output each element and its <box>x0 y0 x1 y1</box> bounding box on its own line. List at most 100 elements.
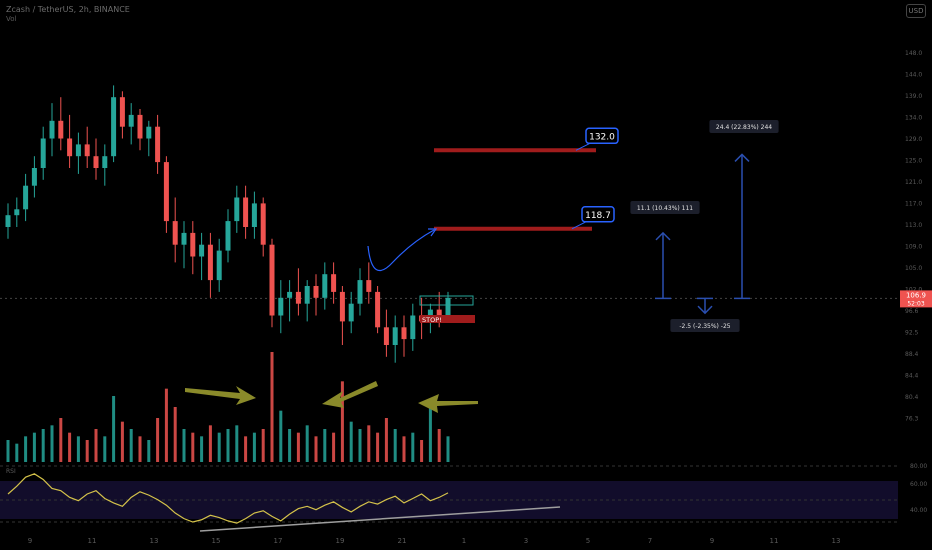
volume-bar <box>103 436 107 462</box>
volume-note-arrow <box>185 386 256 405</box>
candle-body <box>190 232 196 257</box>
time-axis-label: 11 <box>770 537 779 545</box>
price-axis-label: 76.3 <box>905 416 919 423</box>
candle-body <box>23 185 29 210</box>
candle-body <box>40 138 46 168</box>
candle-body <box>216 250 222 281</box>
candle-body <box>119 97 125 127</box>
candle-body <box>269 244 275 316</box>
measure-label: 24.4 (22.83%) 244 <box>716 124 772 131</box>
candle-body <box>392 327 398 345</box>
volume-indicator-label: Vol <box>6 15 17 23</box>
time-axis-label: 11 <box>88 537 97 545</box>
currency-button[interactable]: USD <box>906 4 926 18</box>
candle-body <box>251 203 257 227</box>
candle-body <box>278 297 284 316</box>
price-axis-label: 88.4 <box>905 351 919 358</box>
candle-body <box>243 197 249 227</box>
volume-bar <box>208 425 212 462</box>
price-axis-label: 125.0 <box>905 158 922 165</box>
projection-curve <box>367 229 435 272</box>
volume-bar <box>358 429 362 462</box>
candle-body <box>436 309 442 316</box>
volume-bar <box>349 421 353 462</box>
volume-bar <box>393 429 397 462</box>
volume-bar <box>120 421 124 462</box>
price-axis-label: 121.0 <box>905 179 922 186</box>
measure-label-box <box>670 319 740 332</box>
volume-bar <box>129 429 133 462</box>
candle-body <box>84 144 90 157</box>
rsi-trendline <box>199 506 561 532</box>
price-axis-label: 117.0 <box>905 201 922 208</box>
candle-body <box>375 291 381 328</box>
candle-body <box>383 327 389 345</box>
time-axis-label: 21 <box>398 537 407 545</box>
measure-label: 11.1 (10.43%) 111 <box>637 205 693 212</box>
candle-body <box>75 144 81 157</box>
stop-label: STOP! <box>422 316 442 324</box>
candle-body <box>172 221 178 245</box>
candle-body <box>234 197 240 222</box>
candle-body <box>163 162 169 222</box>
time-axis-label: 9 <box>28 537 32 545</box>
target-callout-box <box>581 206 615 223</box>
volume-bar <box>252 432 256 462</box>
volume-bar <box>32 432 36 462</box>
candle-body <box>287 291 293 298</box>
rsi-axis-label: 80.00 <box>910 463 927 470</box>
target-callout-label: 132.0 <box>589 132 615 142</box>
time-axis-label: 1 <box>462 537 466 545</box>
volume-bar <box>428 407 432 462</box>
volume-bar <box>68 432 72 462</box>
target-callout-box <box>585 127 619 145</box>
volume-bar <box>50 425 54 462</box>
volume-bar <box>200 436 204 462</box>
candle-body <box>31 168 37 186</box>
time-axis-label: 19 <box>336 537 345 545</box>
price-axis-label: 84.4 <box>905 373 919 380</box>
price-axis-label: 113.0 <box>905 222 922 229</box>
candle-body <box>128 114 134 127</box>
candle-body <box>155 126 161 163</box>
volume-bar <box>244 436 248 462</box>
time-axis-label: 7 <box>648 537 652 545</box>
candle-body <box>102 156 108 168</box>
volume-bar <box>94 429 98 462</box>
volume-bar <box>323 429 327 462</box>
price-axis-label: 92.5 <box>905 330 919 337</box>
volume-bar <box>270 352 274 462</box>
measure-label-box <box>709 120 779 133</box>
volume-bar <box>15 443 19 462</box>
candle-body <box>146 126 152 139</box>
time-axis-label: 5 <box>586 537 590 545</box>
entry-zone-box <box>419 295 474 306</box>
candle-body <box>366 280 372 292</box>
candle-body <box>445 297 451 316</box>
volume-bar <box>305 425 309 462</box>
measure-arrowhead <box>655 231 671 241</box>
target-callout-label: 118.7 <box>585 211 611 221</box>
volume-bar <box>314 436 318 462</box>
volume-bar <box>420 440 424 462</box>
volume-bar <box>279 410 283 462</box>
price-axis-label: 129.0 <box>905 136 922 143</box>
volume-bar <box>112 396 116 462</box>
volume-bar <box>446 436 450 462</box>
volume-bar <box>288 429 292 462</box>
candle-body <box>93 156 99 168</box>
rsi-line <box>7 473 449 524</box>
time-axis-label: 15 <box>212 537 221 545</box>
volume-bar <box>217 432 221 462</box>
candle-body <box>111 97 117 157</box>
time-axis-label: 13 <box>832 537 841 545</box>
measure-label-box <box>630 201 700 214</box>
volume-bar <box>156 418 160 462</box>
candle-body <box>5 215 11 227</box>
price-axis-label: 102.0 <box>905 287 922 294</box>
price-axis-label: 109.0 <box>905 244 922 251</box>
candle-body <box>339 291 345 322</box>
volume-bar <box>191 432 195 462</box>
volume-note-arrow <box>418 394 478 413</box>
